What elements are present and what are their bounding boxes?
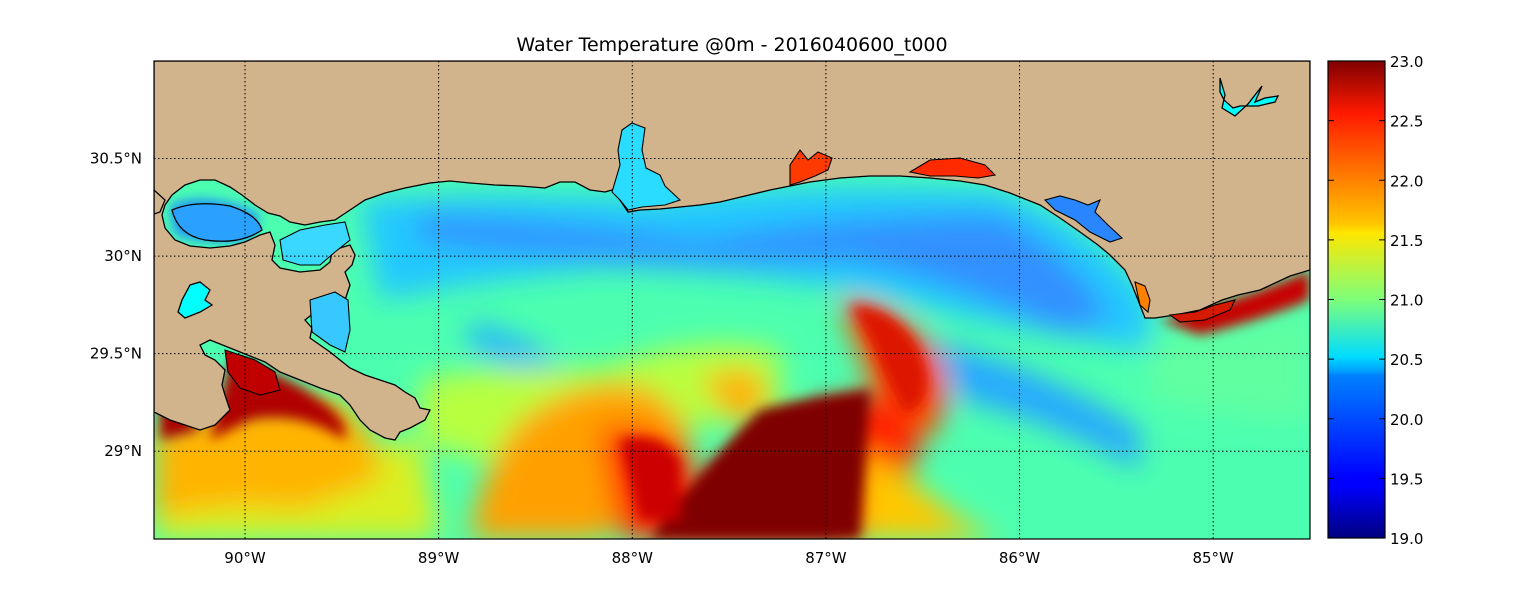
colorbar-tick-label: 20.5 [1390,351,1423,369]
lat-tick-label: 30°N [104,247,142,265]
colorbar-tick-label: 21.0 [1390,292,1423,310]
lon-tick-label: 90°W [224,549,266,567]
colorbar-tick-label: 21.5 [1390,232,1423,250]
pensacola-bay [789,149,833,186]
bays [224,122,1237,396]
temperature-field [154,186,1310,539]
map-plot-area [154,61,1310,539]
lon-tick-label: 85°W [1192,549,1234,567]
colorbar-tick-label: 23.0 [1390,53,1423,71]
sound-east [1134,281,1151,314]
figure-title: Water Temperature @0m - 2016040600_t000 [516,34,948,56]
coastline-island [154,189,166,215]
mobile-bay [611,122,682,211]
lake-west [177,281,214,319]
lat-tick-label: 29°N [104,442,142,460]
colorbar-ticks: 23.0 22.5 22.0 21.5 21.0 20.5 20.0 19.5 19.0 [1328,53,1423,548]
st-andrews-bay [1043,195,1124,243]
lakes [171,77,1280,319]
lat-tick-label: 29.5°N [90,345,142,363]
plot-frame [153,60,1311,540]
gridlines [154,61,1310,539]
land-areas [154,61,1310,441]
choctaw-bay [908,157,997,179]
lon-tick-label: 88°W [612,549,654,567]
colorbar-gradient [1327,60,1386,539]
apalachicola-bay [1168,299,1237,323]
colorbar-tick-label: 22.5 [1390,113,1423,131]
borgne-sound [279,221,351,266]
lon-tick-label: 86°W [999,549,1041,567]
lon-tick-label: 89°W [418,549,460,567]
breton-sound [309,291,351,353]
latitude-labels: 30.5°N 30°N 29.5°N 29°N [90,150,142,461]
longitude-labels: 90°W 89°W 88°W 87°W 86°W 85°W [224,549,1234,567]
colorbar-tick-label: 19.5 [1390,470,1423,488]
lon-tick-label: 87°W [805,549,847,567]
colorbar-tick-label: 20.0 [1390,411,1423,429]
colorbar-tick-label: 22.0 [1390,172,1423,190]
colorbar: 23.0 22.5 22.0 21.5 21.0 20.5 20.0 19.5 19.0 [1327,53,1423,548]
colorbar-tick-label: 19.0 [1390,530,1423,548]
lake-pontchartrain [171,203,263,242]
lat-tick-label: 30.5°N [90,150,142,168]
lake-northeast [1219,77,1280,117]
coastline-mainland [154,61,1310,441]
delta-marsh [224,349,281,396]
